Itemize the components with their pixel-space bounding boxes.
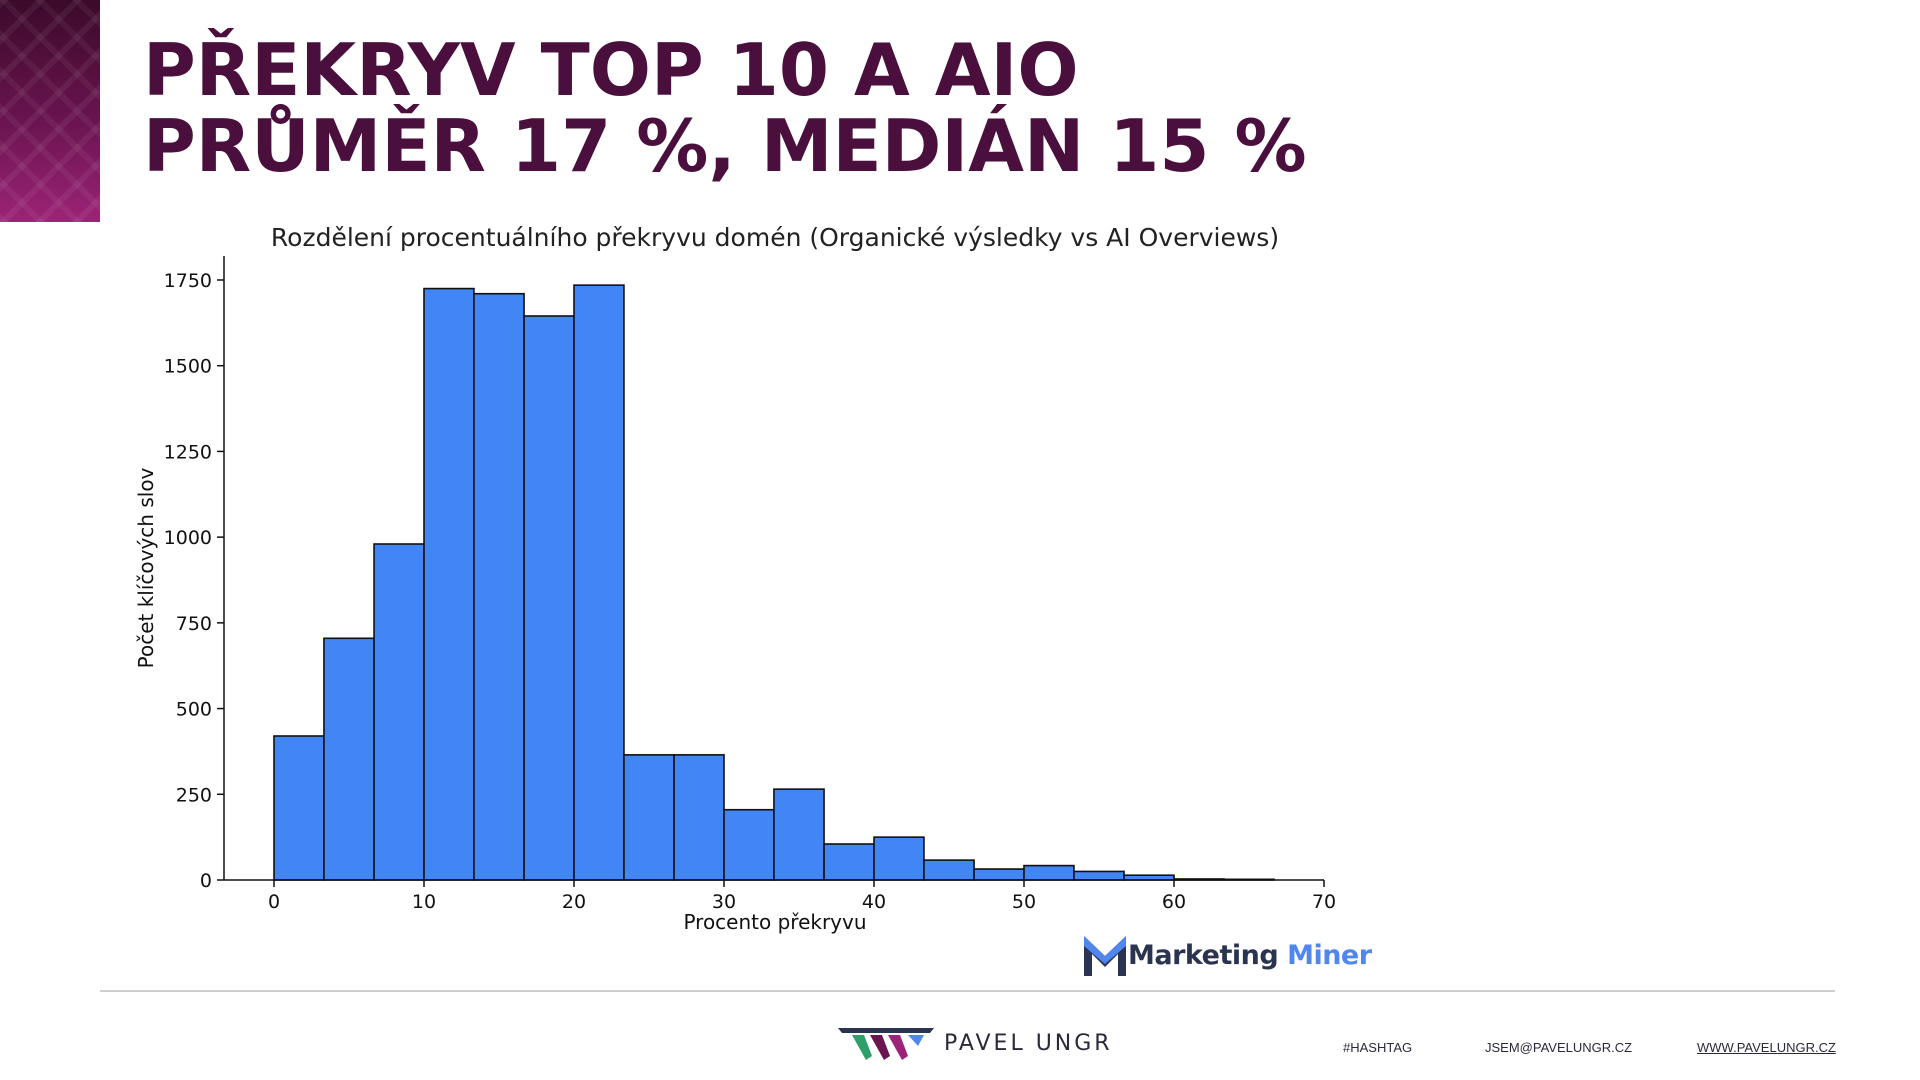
histogram-bar xyxy=(424,289,474,880)
pavel-ungr-logo-icon xyxy=(838,1026,934,1060)
logo-word-miner: Miner xyxy=(1287,940,1371,971)
brand-name: PAVEL UNGR xyxy=(944,1031,1113,1056)
histogram-bar xyxy=(924,860,974,880)
x-tick-label: 0 xyxy=(268,891,280,913)
histogram-bar xyxy=(624,755,674,880)
histogram-bar xyxy=(574,285,624,880)
footer-hashtag: #HASHTAG xyxy=(1343,1040,1412,1055)
histogram-bar xyxy=(474,294,524,880)
footer-email-link[interactable]: JSEM@PAVELUNGR.CZ xyxy=(1485,1040,1632,1055)
bars-group xyxy=(274,285,1274,880)
histogram-bar xyxy=(724,810,774,880)
histogram-bar xyxy=(1074,871,1124,880)
logo-word-marketing: Marketing xyxy=(1128,940,1278,971)
x-tick-label: 10 xyxy=(412,891,436,913)
histogram-bar xyxy=(974,869,1024,880)
y-tick-label: 500 xyxy=(176,699,212,721)
histogram-bar xyxy=(774,789,824,880)
footer-website-link[interactable]: WWW.PAVELUNGR.CZ xyxy=(1697,1040,1836,1055)
footer-divider xyxy=(100,990,1835,992)
histogram-chart: Rozdělení procentuálního překryvu domén … xyxy=(0,0,1920,1000)
histogram-bar xyxy=(374,544,424,880)
x-tick-label: 60 xyxy=(1162,891,1186,913)
x-axis-label: Procento překryvu xyxy=(683,910,866,934)
y-tick-label: 1000 xyxy=(164,527,212,549)
histogram-bar xyxy=(874,837,924,880)
y-tick-label: 750 xyxy=(176,613,212,635)
histogram-bar xyxy=(674,755,724,880)
y-tick-label: 1500 xyxy=(164,356,212,378)
histogram-bar xyxy=(274,736,324,880)
marketing-miner-logo: Marketing Miner xyxy=(1082,930,1372,980)
footer-brand: PAVEL UNGR xyxy=(838,1026,1113,1060)
y-axis-label: Počet klíčových slov xyxy=(134,467,158,668)
x-tick-label: 70 xyxy=(1312,891,1336,913)
x-tick-label: 50 xyxy=(1012,891,1036,913)
marketing-miner-wordmark: Marketing Miner xyxy=(1128,940,1372,971)
x-tick-label: 20 xyxy=(562,891,586,913)
marketing-miner-icon xyxy=(1082,932,1128,978)
y-tick-label: 250 xyxy=(176,784,212,806)
histogram-bar xyxy=(1024,866,1074,880)
histogram-bar xyxy=(824,844,874,880)
histogram-bar xyxy=(324,638,374,880)
y-tick-label: 0 xyxy=(200,870,212,892)
chart-title: Rozdělení procentuálního překryvu domén … xyxy=(271,223,1279,252)
y-tick-label: 1750 xyxy=(164,270,212,292)
y-tick-label: 1250 xyxy=(164,441,212,463)
histogram-bar xyxy=(524,316,574,880)
